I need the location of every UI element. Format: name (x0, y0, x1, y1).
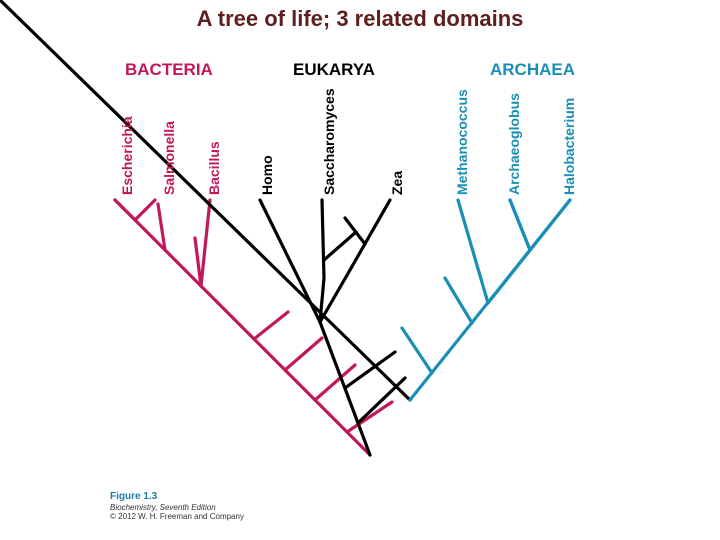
slide-container: { "title": { "text": "A tree of life; 3 … (0, 0, 720, 540)
domain-label-bacteria: BACTERIA (125, 60, 213, 80)
species-label-methanococcus: Methanococcus (454, 80, 470, 195)
caption-copyright: © 2012 W. H. Freeman and Company (110, 512, 244, 522)
species-label-escherichia: Escherichia (119, 80, 135, 195)
species-label-homo: Homo (259, 80, 275, 195)
caption-book-title: Biochemistry, Seventh Edition (110, 503, 244, 513)
species-label-halobacterium: Halobacterium (561, 80, 577, 195)
species-label-zea: Zea (389, 80, 405, 195)
phylogenetic-tree (0, 0, 720, 540)
domain-label-archaea: ARCHAEA (490, 60, 575, 80)
species-label-bacillus: Bacillus (206, 80, 222, 195)
domain-label-eukarya: EUKARYA (293, 60, 375, 80)
species-label-salmonella: Salmonella (161, 80, 177, 195)
caption-figure-number: Figure 1.3 (110, 491, 244, 503)
species-label-saccharomyces: Saccharomyces (321, 80, 337, 195)
figure-caption: Figure 1.3 Biochemistry, Seventh Edition… (110, 491, 244, 522)
species-label-archaeoglobus: Archaeoglobus (506, 80, 522, 195)
